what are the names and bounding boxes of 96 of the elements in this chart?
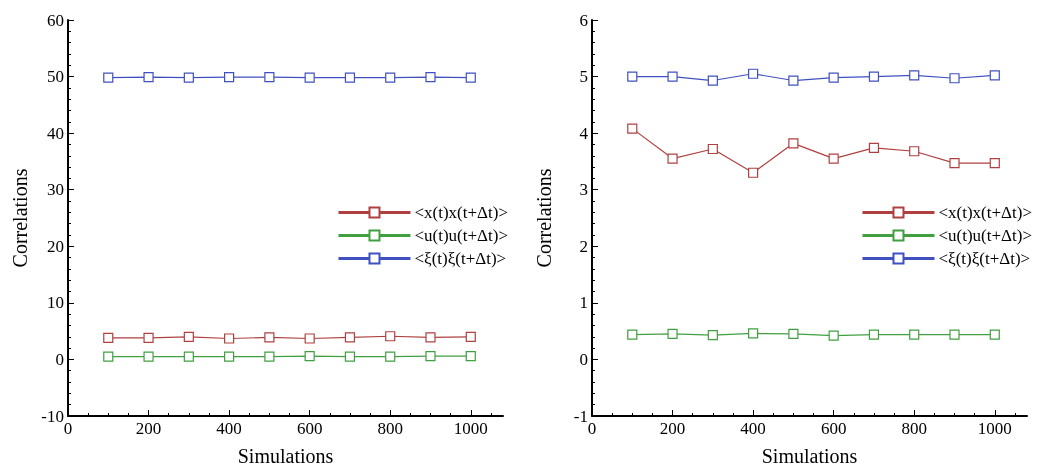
x-axis-title: Simulations — [761, 445, 858, 467]
x-tick-label: 600 — [820, 419, 847, 438]
point — [828, 330, 839, 341]
point — [707, 330, 718, 341]
point — [627, 329, 638, 340]
y-tick-label: -10 — [41, 406, 64, 426]
y-tick-label: 6 — [579, 10, 588, 30]
point — [264, 351, 275, 362]
point — [143, 332, 154, 344]
point — [748, 167, 759, 178]
x-tick-label: 200 — [135, 419, 162, 438]
point — [143, 72, 154, 83]
y-tick-label: 60 — [47, 10, 64, 30]
point — [748, 328, 759, 339]
point — [868, 329, 880, 340]
point — [909, 70, 920, 81]
legend-label: <ξ(t)ξ(t+Δt)> — [938, 249, 1031, 268]
point — [183, 331, 194, 342]
point — [989, 158, 1000, 169]
point — [707, 75, 718, 86]
y-tick-label: 40 — [47, 123, 64, 143]
point — [989, 70, 1000, 81]
point — [949, 158, 960, 169]
y-tick-label: 1 — [579, 293, 588, 313]
y-tick-label: 3 — [579, 180, 588, 200]
point — [465, 350, 476, 362]
point — [465, 331, 476, 342]
x-tick-label: 800 — [377, 419, 403, 438]
point — [224, 351, 235, 362]
point — [103, 72, 114, 83]
point — [788, 138, 799, 149]
y-tick-label: 30 — [47, 180, 64, 200]
point — [627, 71, 638, 82]
legend-label: <u(t)u(t+Δt)> — [414, 226, 509, 245]
x-tick-label: 600 — [296, 419, 323, 438]
point — [788, 328, 799, 340]
legend-label: <ξ(t)ξ(t+Δt)> — [414, 249, 507, 268]
x-tick-label: 400 — [740, 419, 766, 438]
point — [868, 142, 880, 153]
point — [264, 332, 275, 343]
point — [425, 350, 436, 362]
point — [667, 71, 678, 82]
y-axis-title: Correlations — [533, 168, 555, 268]
point — [344, 351, 356, 362]
point — [707, 143, 718, 155]
point — [183, 351, 194, 362]
point — [344, 332, 356, 343]
x-tick-label: 1000 — [453, 419, 488, 438]
point — [385, 331, 396, 342]
point — [949, 73, 960, 84]
point — [989, 329, 1000, 340]
point — [868, 71, 880, 82]
y-tick-label: 4 — [579, 123, 589, 143]
y-tick-label: 50 — [47, 67, 64, 87]
point — [385, 351, 396, 362]
point — [103, 332, 114, 344]
point — [103, 351, 114, 362]
point — [909, 146, 920, 157]
x-tick-label: 200 — [659, 419, 686, 438]
point — [344, 72, 356, 83]
point — [465, 72, 476, 83]
point — [627, 123, 638, 134]
y-axis-title: Correlations — [9, 168, 31, 268]
y-tick-label: 20 — [47, 236, 64, 256]
legend-label: <u(t)u(t+Δt)> — [938, 226, 1033, 245]
x-tick-label: 400 — [216, 419, 242, 438]
x-tick-label: 1000 — [977, 419, 1012, 438]
y-tick-label: 10 — [47, 293, 64, 313]
point — [949, 329, 960, 340]
point — [183, 72, 194, 83]
point — [224, 333, 235, 344]
point — [667, 328, 678, 340]
point — [264, 72, 275, 83]
point — [385, 72, 396, 83]
y-tick-label: 5 — [579, 67, 588, 87]
point — [748, 68, 759, 79]
y-tick-label: -1 — [573, 406, 588, 426]
point — [425, 72, 436, 83]
point — [828, 72, 839, 83]
y-tick-label: 2 — [579, 236, 588, 256]
point — [304, 72, 315, 83]
point — [224, 72, 235, 83]
point — [788, 75, 799, 86]
point — [667, 153, 678, 164]
legend-label: <x(t)x(t+Δt)> — [938, 203, 1033, 222]
point — [828, 153, 839, 164]
legend-label: <x(t)x(t+Δt)> — [414, 203, 509, 222]
point — [909, 329, 920, 340]
point — [304, 350, 315, 362]
point — [143, 351, 154, 362]
x-tick-label: 800 — [901, 419, 927, 438]
y-tick-label: 0 — [579, 349, 588, 369]
x-axis-title: Simulations — [237, 445, 334, 467]
point — [425, 332, 436, 343]
y-tick-label: 0 — [55, 349, 64, 369]
point — [304, 333, 315, 344]
